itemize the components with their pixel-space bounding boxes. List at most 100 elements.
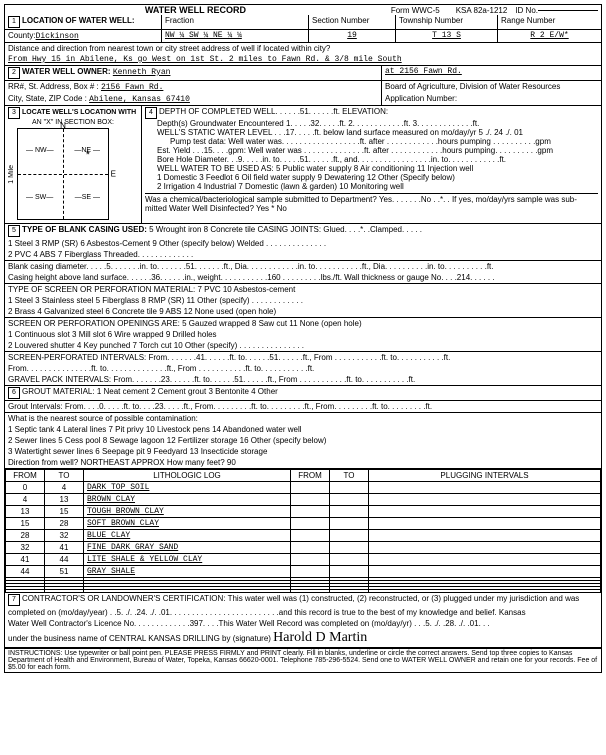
open-line: SCREEN OR PERFORATION OPENINGS ARE: 5 Ga… bbox=[5, 318, 601, 329]
form-container: WATER WELL RECORD Form WWC-5 KSA 82a-121… bbox=[4, 4, 602, 673]
log-cell: 15 bbox=[6, 518, 45, 530]
use-line: WELL WATER TO BE USED AS: 5 Public water… bbox=[145, 164, 598, 173]
owner-label: WATER WELL OWNER: bbox=[22, 67, 111, 76]
log-cell bbox=[369, 518, 601, 530]
log-cell: 44 bbox=[45, 554, 84, 566]
form-code: Form WWC-5 bbox=[391, 6, 440, 15]
log-cell: 13 bbox=[6, 506, 45, 518]
log-cell: 4 bbox=[45, 482, 84, 494]
log-cell: 44 bbox=[6, 566, 45, 578]
yield-line: Est. Yield . . .15. . . .gpm: Well water… bbox=[145, 146, 598, 155]
ksa-code: KSA 82a-1212 bbox=[456, 6, 508, 15]
sec5-r3: 2 PVC 4 ABS 7 Fiberglass Threaded. . . .… bbox=[5, 249, 601, 261]
log-cell: DARK TOP SOIL bbox=[84, 482, 291, 494]
log-row: 413BROWN CLAY bbox=[6, 494, 601, 506]
log-row: 1528SOFT BROWN CLAY bbox=[6, 518, 601, 530]
well-location-marker: * bbox=[86, 149, 90, 161]
township-value: T 13 S bbox=[396, 30, 498, 42]
s2-line: 2 Sewer lines 5 Cess pool 8 Sewage lagoo… bbox=[5, 435, 601, 446]
log-cell bbox=[291, 530, 330, 542]
section-7: 7CONTRACTOR'S OR LANDOWNER'S CERTIFICATI… bbox=[5, 593, 601, 648]
log-row: 04DARK TOP SOIL bbox=[6, 482, 601, 494]
section-1-row1: 1LOCATION OF WATER WELL: Fraction Sectio… bbox=[5, 15, 601, 30]
dir-value: From Hwy 15 in Abilene, Ks go West on 1s… bbox=[5, 54, 601, 65]
instructions: INSTRUCTIONS: Use typewriter or ball poi… bbox=[5, 648, 601, 672]
log-cell: 41 bbox=[45, 542, 84, 554]
use2-line: 1 Domestic 3 Feedlot 6 Oil field water s… bbox=[145, 173, 598, 182]
loc-label: LOCATION OF WATER WELL: bbox=[22, 16, 135, 25]
src-line: What is the nearest source of possible c… bbox=[5, 413, 601, 424]
csz-label: City, State, ZIP Code : bbox=[8, 94, 87, 103]
si2-line: From. . . . . . . . . . . . . . .ft. to.… bbox=[5, 363, 601, 374]
log-header: FROM bbox=[291, 470, 330, 482]
chem-line: Was a chemical/bacteriological sample su… bbox=[145, 193, 598, 204]
log-cell: 0 bbox=[6, 482, 45, 494]
log-cell bbox=[330, 482, 369, 494]
perf-line: TYPE OF SCREEN OR PERFORATION MATERIAL: … bbox=[5, 284, 601, 295]
rr-value: 2156 Fawn Rd. bbox=[101, 83, 163, 92]
log-cell bbox=[330, 494, 369, 506]
log-cell bbox=[291, 482, 330, 494]
gi-line: Grout Intervals: From. . . .0. . . . .ft… bbox=[5, 401, 601, 413]
log-cell bbox=[330, 530, 369, 542]
log-cell: 41 bbox=[6, 554, 45, 566]
depth-line: DEPTH OF COMPLETED WELL. . . . . .51. . … bbox=[159, 107, 388, 116]
ch-line: Casing height above land surface. . . . … bbox=[5, 272, 601, 284]
csz-value: Abilene, Kansas 67410 bbox=[89, 95, 190, 104]
section-2-row2: RR#, St. Address, Box # : 2156 Fawn Rd. … bbox=[5, 81, 601, 93]
section-2-row1: 2WATER WELL OWNER: Kenneth Ryan at 2156 … bbox=[5, 66, 601, 81]
s1-line: 1 Septic tank 4 Lateral lines 7 Pit priv… bbox=[5, 424, 601, 435]
form-title: WATER WELL RECORD bbox=[8, 5, 383, 15]
log-header: TO bbox=[330, 470, 369, 482]
log-cell: SOFT BROWN CLAY bbox=[84, 518, 291, 530]
county-value: Dickinson bbox=[36, 32, 79, 41]
log-row: 4144LITE SHALE & YELLOW CLAY bbox=[6, 554, 601, 566]
log-cell bbox=[369, 494, 601, 506]
log-cell bbox=[291, 506, 330, 518]
sec5-r1: 5 Wrought iron 8 Concrete tile CASING JO… bbox=[147, 225, 422, 234]
log-row: 3241FINE DARK GRAY SAND bbox=[6, 542, 601, 554]
app-label: Application Number: bbox=[382, 93, 601, 105]
log-cell: 32 bbox=[6, 542, 45, 554]
owner-at: at 2156 Fawn Rd. bbox=[382, 66, 601, 80]
log-cell: LITE SHALE & YELLOW CLAY bbox=[84, 554, 291, 566]
log-cell bbox=[330, 554, 369, 566]
gw-line: Depth(s) Groundwater Encountered 1. . . … bbox=[145, 119, 598, 128]
log-cell bbox=[330, 566, 369, 578]
section-2-row3: City, State, ZIP Code : Abilene, Kansas … bbox=[5, 93, 601, 106]
log-cell bbox=[369, 566, 601, 578]
log-cell: BLUE CLAY bbox=[84, 530, 291, 542]
perf2-line: 1 Steel 3 Stainless steel 5 Fiberglass 8… bbox=[5, 295, 601, 306]
pump-line: Pump test data: Well water was. . . . . … bbox=[145, 137, 598, 146]
sec3-title: LOCATE WELL'S LOCATION WITH bbox=[22, 109, 136, 116]
lithologic-log-table: FROMTOLITHOLOGIC LOGFROMTOPLUGGING INTER… bbox=[5, 469, 601, 593]
log-cell bbox=[291, 542, 330, 554]
cert-text3: Water Well Contractor's Licence No. . . … bbox=[5, 618, 601, 629]
dir-label: Distance and direction from nearest town… bbox=[5, 43, 601, 54]
log-row: 4451GRAY SHALE bbox=[6, 566, 601, 578]
log-header: LITHOLOGIC LOG bbox=[84, 470, 291, 482]
log-cell: 4 bbox=[6, 494, 45, 506]
log-cell: FINE DARK GRAY SAND bbox=[84, 542, 291, 554]
log-row: 2832BLUE CLAY bbox=[6, 530, 601, 542]
log-cell bbox=[291, 566, 330, 578]
log-cell bbox=[369, 554, 601, 566]
section-1-row2: County:Dickinson NW ¼ SW ¼ NE ¼ ¼ 19 T 1… bbox=[5, 30, 601, 43]
log-cell bbox=[369, 542, 601, 554]
log-cell bbox=[291, 518, 330, 530]
range-label: Range Number bbox=[498, 15, 601, 29]
log-cell bbox=[369, 530, 601, 542]
chem2-line: mitted Water Well Disinfected? Yes * No bbox=[145, 204, 598, 213]
swl-line: WELL'S STATIC WATER LEVEL . . .17. . . .… bbox=[145, 128, 598, 137]
sec5-r2: 1 Steel 3 RMP (SR) 6 Asbestos-Cement 9 O… bbox=[5, 238, 601, 249]
cert-text: CONTRACTOR'S OR LANDOWNER'S CERTIFICATIO… bbox=[22, 594, 579, 603]
s3-line: 3 Watertight sewer lines 6 Seepage pit 9… bbox=[5, 446, 601, 457]
cert-text4: under the business name of CENTRAL KANSA… bbox=[8, 634, 273, 643]
sec5-title: TYPE OF BLANK CASING USED: bbox=[22, 225, 147, 234]
log-cell: 28 bbox=[45, 518, 84, 530]
log-cell bbox=[369, 482, 601, 494]
dirwell-line: Direction from well? NORTHEAST APPROX Ho… bbox=[5, 457, 601, 468]
fraction-label: Fraction bbox=[162, 15, 309, 29]
log-cell: BROWN CLAY bbox=[84, 494, 291, 506]
si-line: SCREEN-PERFORATED INTERVALS: From. . . .… bbox=[5, 352, 601, 363]
